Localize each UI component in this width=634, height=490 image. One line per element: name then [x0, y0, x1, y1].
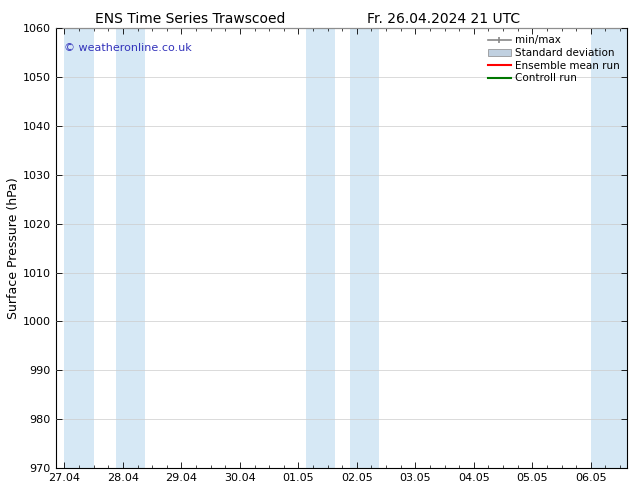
Bar	[349, 28, 378, 468]
Legend: min/max, Standard deviation, Ensemble mean run, Controll run: min/max, Standard deviation, Ensemble me…	[486, 33, 622, 85]
Text: ENS Time Series Trawscoed: ENS Time Series Trawscoed	[95, 12, 285, 26]
Y-axis label: Surface Pressure (hPa): Surface Pressure (hPa)	[7, 177, 20, 319]
Text: Fr. 26.04.2024 21 UTC: Fr. 26.04.2024 21 UTC	[367, 12, 521, 26]
Bar	[591, 28, 628, 468]
Bar	[65, 28, 94, 468]
Text: © weatheronline.co.uk: © weatheronline.co.uk	[64, 44, 192, 53]
Bar	[115, 28, 145, 468]
Bar	[306, 28, 335, 468]
